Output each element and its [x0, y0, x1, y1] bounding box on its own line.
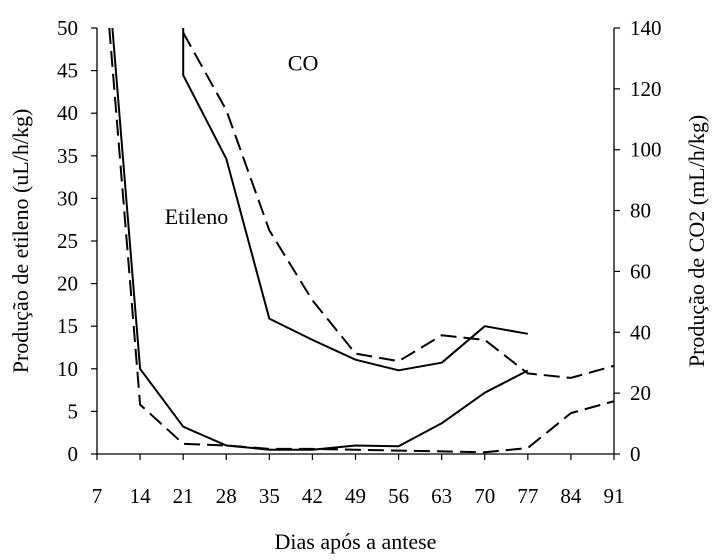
y-right-tick-label: 140	[630, 16, 662, 40]
x-tick-label: 42	[302, 484, 323, 508]
x-tick-label: 63	[431, 484, 452, 508]
x-tick-label: 84	[560, 484, 582, 508]
series-line-2-left-dashed	[108, 27, 614, 454]
x-tick-label: 35	[259, 484, 280, 508]
annotation-label: CO	[288, 51, 319, 76]
x-tick-label: 7	[92, 484, 103, 508]
series-line-3-right-solid	[182, 28, 528, 372]
series-line-1-left-solid	[111, 27, 529, 451]
y-left-tick-label: 30	[57, 186, 78, 210]
x-tick-label: 49	[345, 484, 366, 508]
y-left-tick-label: 50	[57, 16, 78, 40]
axes-group: 7 14 21 28 35 42 49 56 63 70 77 84 91051015202530354…	[57, 16, 662, 508]
y-left-tick-label: 35	[57, 144, 78, 168]
y-axis-right-title: Produção de CO2 (mL/h/kg)	[684, 115, 709, 367]
y-right-tick-label: 100	[630, 138, 662, 162]
x-tick-label: 77	[517, 484, 538, 508]
series-clip-group	[108, 27, 614, 454]
annotation-label: Etileno	[165, 204, 229, 229]
y-left-tick-label: 25	[57, 229, 78, 253]
x-tick-label: 21	[173, 484, 194, 508]
y-right-tick-label: 80	[630, 199, 651, 223]
series-line-4-right-dashed	[182, 32, 614, 379]
x-tick-label: 28	[216, 484, 237, 508]
series-group	[108, 27, 614, 454]
y-right-tick-label: 60	[630, 259, 651, 283]
x-tick-label: 91	[604, 484, 625, 508]
x-tick-label: 56	[388, 484, 409, 508]
y-axis-left-title: Produção de etileno (uL/h/kg)	[8, 109, 33, 374]
annotations-group: CO Etileno	[165, 51, 319, 229]
y-left-tick-label: 40	[57, 101, 78, 125]
x-tick-label: 70	[474, 484, 495, 508]
y-right-tick-label: 120	[630, 77, 662, 101]
y-right-tick-label: 0	[630, 442, 641, 466]
y-left-tick-label: 20	[57, 272, 78, 296]
y-right-tick-label: 20	[630, 381, 651, 405]
y-left-tick-label: 0	[68, 442, 79, 466]
y-left-tick-label: 5	[68, 399, 79, 423]
y-right-tick-label: 40	[630, 320, 651, 344]
x-axis-title: Dias após a antese	[275, 529, 437, 554]
y-left-tick-label: 15	[57, 314, 78, 338]
y-left-tick-label: 10	[57, 357, 78, 381]
x-tick-label: 14	[130, 484, 152, 508]
y-left-tick-label: 45	[57, 59, 78, 83]
